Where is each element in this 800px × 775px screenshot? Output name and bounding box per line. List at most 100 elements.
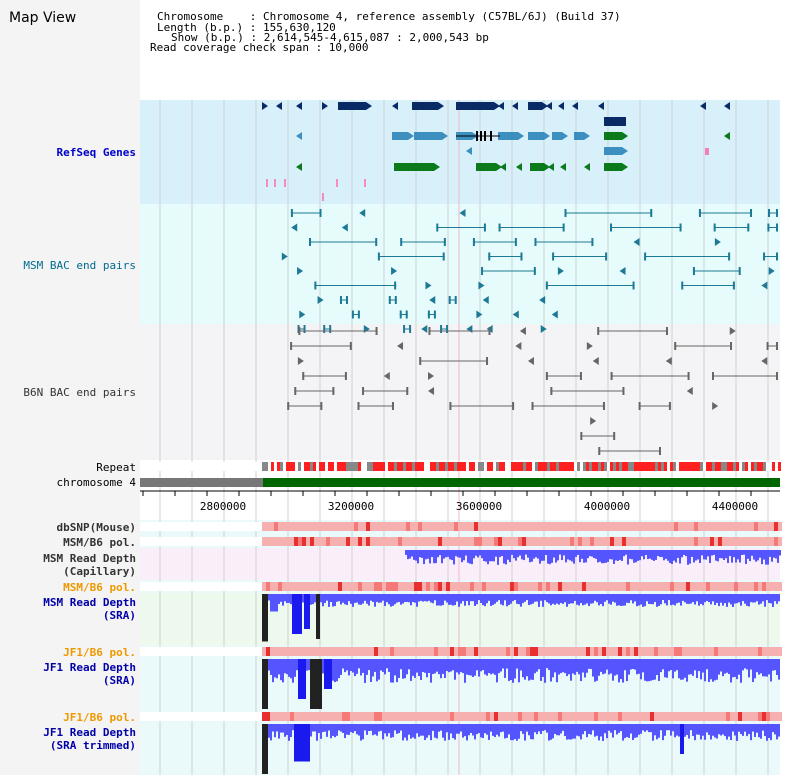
msm-sra-depth-bar (568, 594, 570, 604)
msm-sra-depth-bar (662, 594, 664, 601)
dbsnp-strip-cell (582, 522, 586, 531)
jf1-read-depth-trimmed-label[interactable]: JF1 Read Depth (SRA trimmed) (43, 726, 136, 752)
msm-pol-capillary-strip-cell (534, 537, 538, 546)
bac-end-mark (520, 252, 523, 261)
jf1-trimmed-depth-bar (530, 724, 532, 740)
jf1-sra-depth-bar (698, 659, 700, 672)
dbsnp-strip-cell (450, 522, 454, 531)
msm-read-depth-sra-label[interactable]: MSM Read Depth (SRA) (43, 596, 136, 622)
msm-sra-depth-bar (708, 594, 710, 603)
msm-sra-depth-bar (294, 594, 296, 634)
repeat-segment (640, 462, 643, 471)
msm-b6-pol-capillary-label[interactable]: MSM/B6 pol. (63, 536, 136, 549)
msm-sra-depth-bar (328, 594, 330, 607)
jf1-b6-pol-sra-label[interactable]: JF1/B6 pol. (63, 646, 136, 659)
gene-arrow (466, 147, 472, 155)
jf1-sra-depth-bar (708, 659, 710, 682)
msm-capillary-depth-bar (611, 550, 613, 560)
jf1-pol-trimmed-strip-cell (654, 712, 658, 721)
jf1-sra-depth-bar (690, 659, 692, 675)
refseq-genes-label[interactable]: RefSeq Genes (56, 146, 136, 159)
msm-pol-capillary-strip-cell (374, 537, 378, 546)
bac-end-mark (687, 372, 690, 380)
jf1-sra-depth-bar (268, 659, 270, 671)
gene-exon-block (394, 163, 434, 171)
jf1-sra-depth-bar (648, 659, 650, 682)
msm-pol-capillary-strip-cell (674, 537, 678, 546)
gene-arrow (392, 102, 398, 110)
bac-end-mark (446, 325, 449, 333)
msm-pol-capillary-strip-cell (610, 537, 614, 546)
msm-capillary-depth-bar (721, 550, 723, 559)
bac-end-arrow (478, 281, 485, 290)
jf1-sra-depth-bar (556, 659, 558, 683)
msm-pol-capillary-strip-cell (558, 537, 562, 546)
msm-pol-sra-strip-cell (378, 582, 382, 591)
msm-sra-depth-bar (530, 594, 532, 605)
msm-pol-capillary-strip-cell (306, 537, 310, 546)
jf1-sra-depth-bar (542, 659, 544, 677)
jf1-trimmed-depth-bar (278, 724, 280, 739)
msm-pol-sra-strip-cell (762, 582, 766, 591)
jf1-sra-depth-bar (522, 659, 524, 678)
msm-sra-depth-bar (678, 594, 680, 603)
dbsnp-strip-cell (774, 522, 778, 531)
msm-sra-depth-bar (276, 594, 278, 612)
dbsnp-strip-cell (442, 522, 446, 531)
dbsnp-label[interactable]: dbSNP(Mouse) (56, 521, 136, 534)
bac-end-arrow (712, 402, 719, 410)
jf1-trimmed-depth-bar (368, 724, 370, 732)
bac-end-mark (610, 372, 613, 380)
jf1-pol-trimmed-strip-cell (638, 712, 642, 721)
msm-sra-depth-bar (522, 594, 524, 604)
msm-pol-sra-strip-cell (382, 582, 386, 591)
msm-pol-capillary-strip-cell (682, 537, 686, 546)
jf1-trimmed-depth-bar (766, 724, 768, 741)
repeat-segment (361, 462, 364, 471)
msm-capillary-depth-bar (567, 550, 569, 560)
jf1-trimmed-depth-bar (286, 724, 288, 736)
jf1-sra-depth-bar (320, 659, 322, 709)
msm-pol-capillary-strip-cell (410, 537, 414, 546)
jf1-sra-depth-bar (404, 659, 406, 679)
msm-bac-end-pairs-label[interactable]: MSM BAC end pairs (23, 259, 136, 272)
jf1-trimmed-depth-bar (626, 724, 628, 738)
repeat-segment (472, 462, 475, 471)
jf1-trimmed-depth-bar (584, 724, 586, 732)
jf1-sra-depth-bar (422, 659, 424, 673)
msm-b6-pol-sra-label[interactable]: MSM/B6 pol. (63, 581, 136, 594)
jf1-sra-depth-bar (382, 659, 384, 672)
msm-sra-depth-bar (694, 594, 696, 605)
jf1-read-depth-sra-label[interactable]: JF1 Read Depth (SRA) (43, 661, 136, 687)
jf1-b6-pol-trimmed-label[interactable]: JF1/B6 pol. (63, 711, 136, 724)
jf1-trimmed-depth-bar (446, 724, 448, 733)
jf1-trimmed-depth-bar (578, 724, 580, 737)
b6n-bac-end-pairs-label[interactable]: B6N BAC end pairs (23, 386, 136, 399)
jf1-sra-depth-bar (618, 659, 620, 683)
msm-sra-depth-bar (774, 594, 776, 602)
repeat-segment (709, 462, 712, 471)
repeat-segment (619, 462, 622, 471)
dbsnp-strip-cell (394, 522, 398, 531)
jf1-trimmed-depth-bar (562, 724, 564, 731)
jf1-trimmed-depth-bar (426, 724, 428, 738)
jf1-trimmed-depth-bar (468, 724, 470, 736)
jf1-sra-depth-bar (266, 659, 268, 709)
jf1-sra-depth-bar (694, 659, 696, 671)
jf1-sra-depth-bar (706, 659, 708, 670)
msm-sra-depth-bar (368, 594, 370, 606)
jf1-sra-depth-bar (630, 659, 632, 670)
jf1-pol-sra-strip-cell (514, 647, 518, 656)
jf1-sra-depth-bar (428, 659, 430, 673)
jf1-sra-depth-bar (448, 659, 450, 673)
jf1-trimmed-depth-bar (360, 724, 362, 741)
jf1-sra-depth-bar (492, 659, 494, 674)
msm-capillary-depth-bar (761, 550, 763, 565)
bac-end-arrow (425, 281, 432, 290)
repeat-segment (274, 462, 277, 471)
msm-read-depth-capillary-label[interactable]: MSM Read Depth (Capillary) (43, 552, 136, 578)
jf1-pol-sra-strip-cell (518, 647, 522, 656)
repeat-empty-region (140, 462, 262, 471)
jf1-sra-depth-bar (398, 659, 400, 678)
